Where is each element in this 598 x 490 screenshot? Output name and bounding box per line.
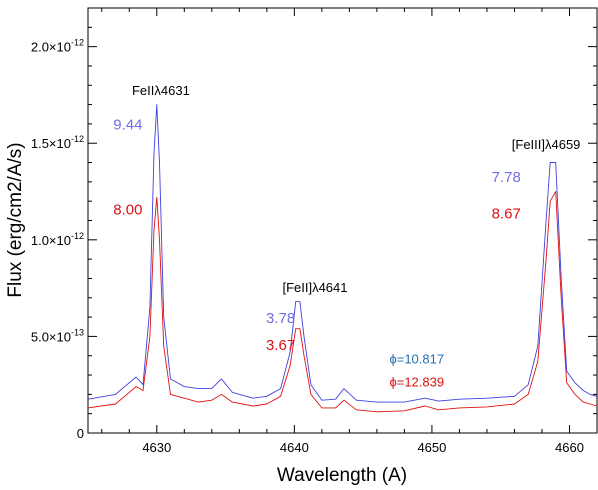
x-tick-label: 4650	[417, 440, 446, 455]
y-axis-title: Flux (erg/cm2/A/s)	[5, 142, 26, 297]
x-tick-label: 4660	[555, 440, 584, 455]
annotation-label: 3.67	[266, 337, 295, 354]
x-axis-ticks: 4630 4640 4650 4660	[101, 8, 598, 455]
x-tick-label: 4630	[142, 440, 171, 455]
annotation-label: ϕ=12.839	[389, 375, 444, 390]
annotation-label: ϕ=10.817	[389, 351, 444, 366]
series-layer	[87, 104, 598, 413]
x-axis-title: Wavelength (A)	[277, 465, 407, 486]
annotations-layer: FeIIλ4631 9.44 8.00 [FeII]λ4641 3.78 3.67 [FeI…	[113, 83, 580, 390]
series-line-1	[87, 104, 598, 403]
annotation-label: [FeII]λ4641	[282, 280, 347, 295]
y-tick-label: 2.0×10-12	[31, 38, 84, 55]
annotation-label: 7.78	[492, 169, 521, 186]
annotation-label: [FeIII]λ4659	[512, 137, 581, 152]
x-tick-label: 4640	[280, 440, 309, 455]
y-tick-label: 5.0×10-13	[31, 327, 84, 344]
annotation-label: FeIIλ4631	[132, 83, 190, 98]
series-line-2	[87, 191, 598, 413]
y-tick-label: 0	[77, 426, 84, 441]
plot-frame	[87, 7, 598, 434]
y-axis-ticks: 0 5.0×10-13 1.0×10-12 1.5×10-12 2.0×10-12	[31, 26, 597, 441]
annotation-label: 8.00	[113, 202, 142, 219]
annotation-label: 9.44	[113, 117, 142, 134]
annotation-label: 8.67	[492, 206, 521, 223]
y-tick-label: 1.5×10-12	[31, 134, 84, 151]
y-tick-label: 1.0×10-12	[31, 231, 84, 248]
annotation-label: 3.78	[266, 310, 295, 327]
